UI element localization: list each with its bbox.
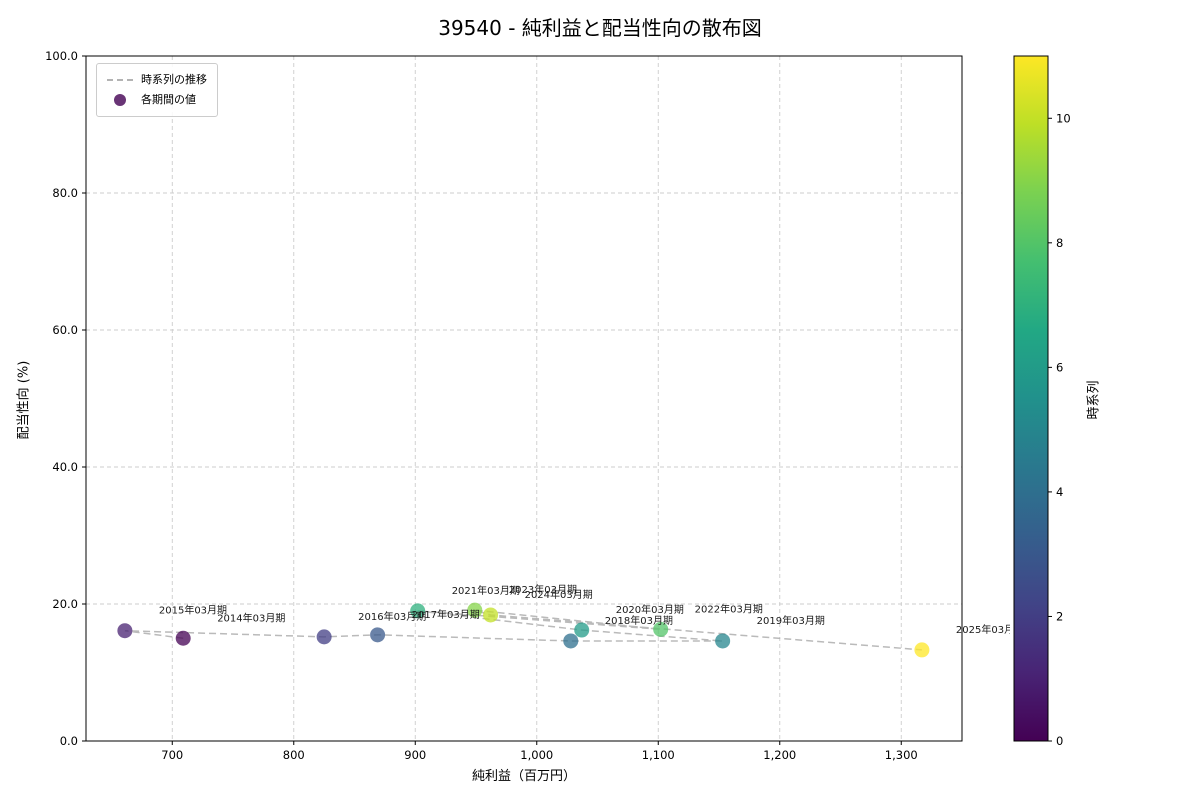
point-label: 2015年03月期 — [159, 604, 227, 617]
legend-item-points: 各期間の値 — [107, 90, 207, 110]
data-point — [467, 602, 483, 618]
data-point — [574, 622, 590, 638]
point-label: 2019年03月期 — [757, 614, 825, 627]
colorbar-tick-label: 8 — [1056, 236, 1063, 250]
point-label: 2018年03月期 — [605, 614, 673, 627]
x-tick-label: 900 — [404, 748, 426, 762]
data-point — [653, 621, 669, 637]
point-label: 2021年03月期 — [452, 584, 520, 597]
x-tick-label: 800 — [283, 748, 305, 762]
data-point — [370, 627, 386, 643]
x-tick-label: 1,300 — [885, 748, 918, 762]
plot-border — [85, 55, 963, 742]
colorbar-tick-label: 10 — [1056, 111, 1071, 125]
point-label: 2025年03月期 — [956, 623, 1024, 636]
circle-marker-icon — [114, 94, 126, 106]
axis-ticks: 700 800 900 1,000 1,100 1,200 1,300 0.0 20.0 40.0… — [45, 49, 918, 762]
x-axis-label: 純利益（百万円） — [471, 769, 576, 784]
colorbar-tick-label: 0 — [1056, 734, 1063, 748]
data-point — [117, 623, 133, 639]
y-tick-label: 60.0 — [52, 323, 78, 337]
y-tick-label: 80.0 — [52, 186, 78, 200]
legend-item-trajectory: 時系列の推移 — [107, 70, 207, 90]
point-label: 2017年03月期 — [412, 608, 480, 621]
data-point — [316, 629, 332, 645]
colorbar-tick-label: 6 — [1056, 360, 1063, 374]
colorbar-ticks: 0 2 4 6 8 10 — [1048, 111, 1071, 748]
dashed-line-icon — [107, 79, 133, 81]
x-tick-label: 1,100 — [642, 748, 675, 762]
data-point — [563, 633, 579, 649]
colorbar-tick-label: 4 — [1056, 485, 1063, 499]
y-axis-label: 配当性向 (%) — [16, 360, 32, 440]
x-tick-label: 700 — [161, 748, 183, 762]
legend-label-points: 各期間の値 — [141, 93, 196, 106]
chart-title: 39540 - 純利益と配当性向の散布図 — [438, 16, 762, 40]
point-label: 2016年03月期 — [358, 610, 426, 623]
colorbar-tick-label: 2 — [1056, 609, 1063, 623]
x-tick-label: 1,200 — [763, 748, 796, 762]
legend: 時系列の推移 各期間の値 — [96, 63, 218, 117]
data-point — [483, 607, 499, 623]
point-label: 2020年03月期 — [616, 603, 684, 616]
y-tick-label: 40.0 — [52, 460, 78, 474]
gridlines — [86, 55, 962, 742]
data-point — [410, 603, 426, 619]
point-label: 2023年03月期 — [509, 583, 577, 596]
x-tick-label: 1,000 — [520, 748, 553, 762]
legend-label-trajectory: 時系列の推移 — [141, 73, 207, 86]
point-label: 2014年03月期 — [217, 611, 285, 624]
y-tick-label: 100.0 — [45, 49, 78, 63]
colorbar — [1013, 55, 1049, 742]
data-point — [715, 633, 731, 649]
data-point — [914, 642, 930, 658]
data-points — [117, 602, 930, 658]
y-tick-label: 20.0 — [52, 597, 78, 611]
y-tick-label: 0.0 — [60, 734, 78, 748]
data-point — [175, 630, 191, 646]
point-label: 2022年03月期 — [695, 602, 763, 615]
point-label: 2024年03月期 — [525, 588, 593, 601]
colorbar-label: 時系列 — [1086, 380, 1102, 420]
